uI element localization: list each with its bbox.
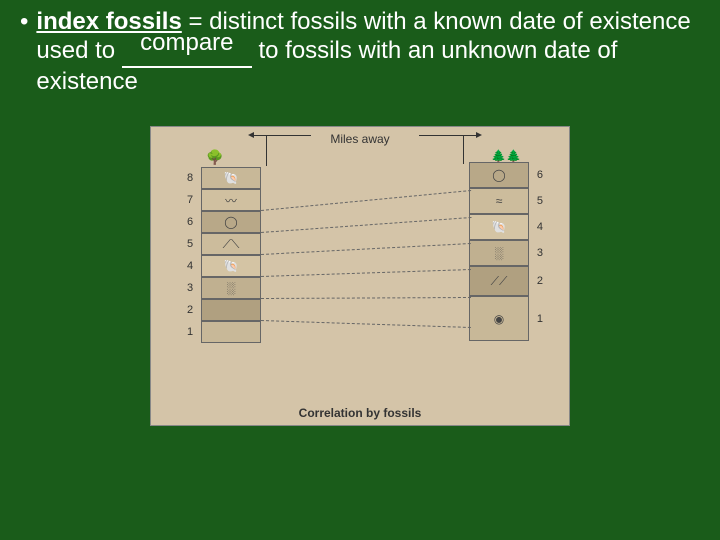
- strata-layer: 7〰: [201, 189, 261, 211]
- arrow-left-icon: [251, 135, 311, 136]
- tree-left-icon: 🌳: [206, 149, 223, 166]
- correlation-line: [261, 320, 471, 328]
- strata-layer: 5⟋⟍: [201, 233, 261, 255]
- fossil-icon: ░: [495, 246, 504, 260]
- strata-layer: 3░: [201, 277, 261, 299]
- correlation-line: [261, 243, 471, 255]
- fossil-icon: ◯: [224, 215, 237, 229]
- layer-number: 3: [537, 247, 543, 259]
- bullet-text: • index fossils = distinct fossils with …: [20, 8, 700, 96]
- strata-layer: 6◯: [469, 162, 529, 188]
- fossil-icon: ⟋⟋: [491, 274, 508, 289]
- correlation-line: [261, 190, 471, 211]
- strata-layer: 4🐚: [201, 255, 261, 277]
- layer-number: 1: [537, 313, 543, 325]
- layer-number: 1: [187, 326, 193, 338]
- layer-number: 4: [187, 260, 193, 272]
- correlation-line: [261, 297, 471, 299]
- column-left: 8🐚7〰6◯5⟋⟍4🐚3░21: [201, 167, 261, 343]
- correlation-line: [261, 269, 471, 277]
- layer-number: 4: [537, 221, 543, 233]
- layer-number: 5: [187, 238, 193, 250]
- correlation-line: [261, 217, 471, 233]
- fossil-icon: ◉: [494, 312, 504, 326]
- column-right: 6◯5≈4🐚3░2⟋⟋1◉: [469, 162, 529, 341]
- tree-right-icon: 🌲🌲: [491, 149, 521, 163]
- strata-layer: 6◯: [201, 211, 261, 233]
- strata-layer: 1: [201, 321, 261, 343]
- vert-line-right: [463, 136, 464, 164]
- strata-layer: 8🐚: [201, 167, 261, 189]
- strata-layer: 2⟋⟋: [469, 266, 529, 296]
- blank-fill: compare: [122, 37, 252, 68]
- fossil-icon: ⟋⟍: [223, 237, 240, 252]
- fossil-icon: ≈: [496, 194, 503, 208]
- text-content: index fossils = distinct fossils with a …: [36, 8, 700, 96]
- strata-layer: 5≈: [469, 188, 529, 214]
- layer-number: 2: [187, 304, 193, 316]
- fossil-icon: 〰: [225, 192, 237, 209]
- layer-number: 8: [187, 172, 193, 184]
- layer-number: 6: [187, 216, 193, 228]
- vert-line-left: [266, 136, 267, 166]
- arrow-right-icon: [419, 135, 479, 136]
- diagram: Miles away 🌳 🌲🌲 8🐚7〰6◯5⟋⟍4🐚3░21 6◯5≈4🐚3░…: [150, 126, 570, 426]
- layer-number: 3: [187, 282, 193, 294]
- layer-number: 2: [537, 275, 543, 287]
- fossil-icon: 🐚: [224, 171, 239, 185]
- fossil-icon: ◯: [492, 168, 505, 182]
- layer-number: 7: [187, 194, 193, 206]
- layer-number: 5: [537, 195, 543, 207]
- strata-layer: 2: [201, 299, 261, 321]
- fossil-icon: 🐚: [224, 259, 239, 273]
- strata-layer: 3░: [469, 240, 529, 266]
- strata-layer: 4🐚: [469, 214, 529, 240]
- fossil-icon: ░: [227, 281, 236, 295]
- bullet-marker: •: [20, 8, 28, 96]
- fossil-icon: 🐚: [492, 220, 507, 234]
- diagram-title-bottom: Correlation by fossils: [299, 406, 422, 420]
- strata-layer: 1◉: [469, 296, 529, 341]
- diagram-title-top: Miles away: [330, 132, 389, 146]
- layer-number: 6: [537, 169, 543, 181]
